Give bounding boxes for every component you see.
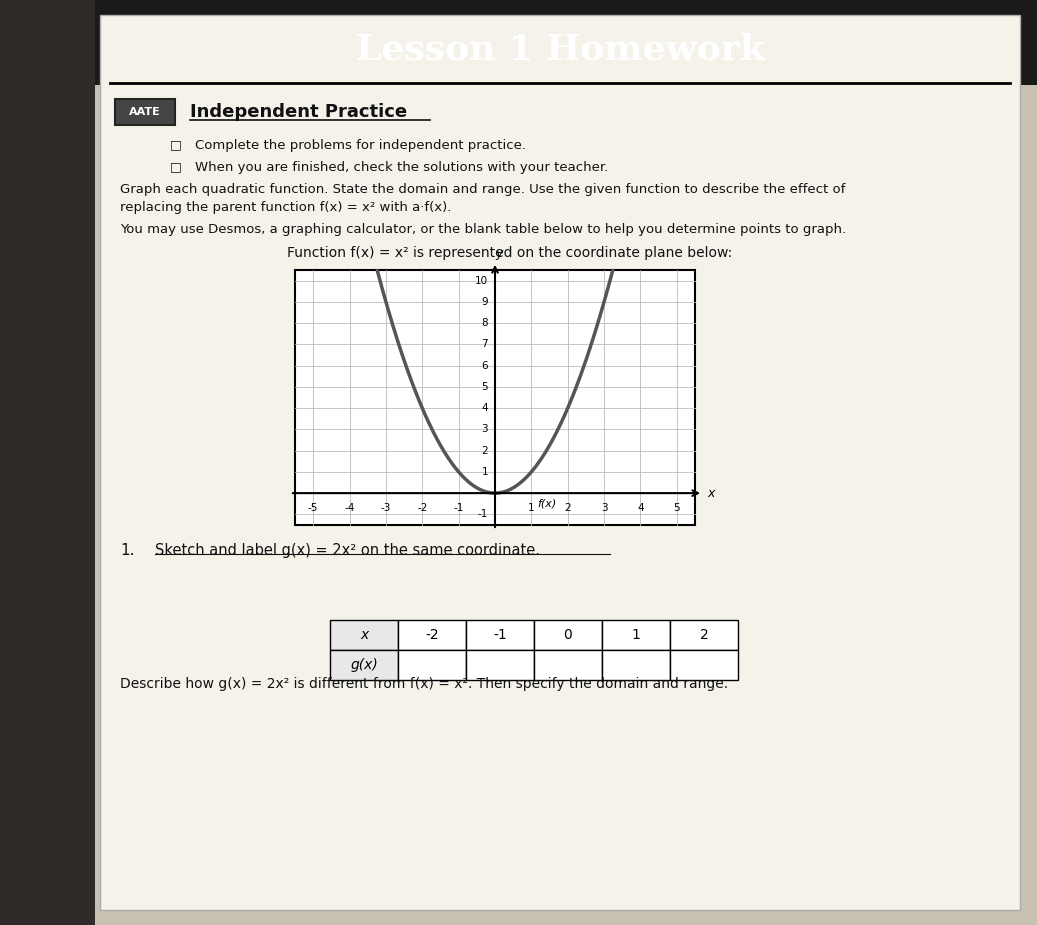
Bar: [0, 0, 1037, 85]
Text: 3: 3: [481, 425, 488, 435]
Bar: [0, 0, 95, 925]
Text: -1: -1: [478, 510, 488, 519]
Bar: [534, 650, 602, 680]
Text: 5: 5: [673, 503, 680, 513]
Text: 10: 10: [475, 276, 488, 286]
Bar: [602, 620, 670, 650]
Bar: [602, 650, 670, 680]
Text: Independent Practice: Independent Practice: [190, 103, 408, 121]
Text: When you are finished, check the solutions with your teacher.: When you are finished, check the solutio…: [195, 161, 609, 174]
Bar: [330, 650, 398, 680]
Text: 4: 4: [637, 503, 644, 513]
Text: g(x): g(x): [351, 658, 377, 672]
Text: □: □: [170, 139, 181, 152]
Text: Complete the problems for independent practice.: Complete the problems for independent pr…: [195, 139, 526, 152]
Bar: [295, 270, 695, 525]
Text: replacing the parent function f(x) = x² with a·f(x).: replacing the parent function f(x) = x² …: [120, 201, 451, 214]
Text: y: y: [496, 247, 503, 260]
Text: Graph each quadratic function. State the domain and range. Use the given functio: Graph each quadratic function. State the…: [120, 182, 845, 195]
Text: □: □: [170, 161, 181, 174]
Text: -1: -1: [453, 503, 464, 513]
Text: x: x: [707, 487, 714, 500]
Text: Lesson 1 Homework: Lesson 1 Homework: [356, 33, 764, 67]
Text: AATE: AATE: [130, 107, 161, 117]
Text: x: x: [360, 628, 368, 642]
Bar: [398, 620, 466, 650]
Text: -1: -1: [494, 628, 507, 642]
Text: 2: 2: [564, 503, 571, 513]
Text: 6: 6: [481, 361, 488, 371]
Text: 1: 1: [632, 628, 641, 642]
Bar: [330, 620, 398, 650]
Bar: [398, 650, 466, 680]
Bar: [534, 620, 602, 650]
Text: Describe how g(x) = 2x² is different from f(x) = x². Then specify the domain and: Describe how g(x) = 2x² is different fro…: [120, 677, 728, 691]
Text: Sketch and label g(x) = 2x² on the same coordinate.: Sketch and label g(x) = 2x² on the same …: [155, 543, 540, 558]
Text: 7: 7: [481, 339, 488, 350]
Text: -5: -5: [308, 503, 318, 513]
Text: Function f(x) = x² is represented on the coordinate plane below:: Function f(x) = x² is represented on the…: [287, 246, 732, 260]
Bar: [466, 620, 534, 650]
Text: 2: 2: [700, 628, 708, 642]
Text: -2: -2: [417, 503, 427, 513]
Text: 2: 2: [481, 446, 488, 456]
Text: 1.: 1.: [120, 543, 135, 558]
Bar: [100, 15, 1020, 910]
Text: 4: 4: [481, 403, 488, 413]
Text: 9: 9: [481, 297, 488, 307]
Text: 0: 0: [564, 628, 572, 642]
Text: -2: -2: [425, 628, 439, 642]
Text: 3: 3: [600, 503, 608, 513]
Text: 1: 1: [528, 503, 535, 513]
Text: -3: -3: [381, 503, 391, 513]
Text: 8: 8: [481, 318, 488, 328]
Text: 1: 1: [481, 467, 488, 477]
Bar: [670, 650, 738, 680]
Bar: [115, 99, 175, 125]
Text: f(x): f(x): [537, 499, 556, 508]
Text: You may use Desmos, a graphing calculator, or the blank table below to help you : You may use Desmos, a graphing calculato…: [120, 224, 846, 237]
Bar: [466, 650, 534, 680]
Text: 5: 5: [481, 382, 488, 392]
Bar: [670, 620, 738, 650]
Text: -4: -4: [344, 503, 355, 513]
